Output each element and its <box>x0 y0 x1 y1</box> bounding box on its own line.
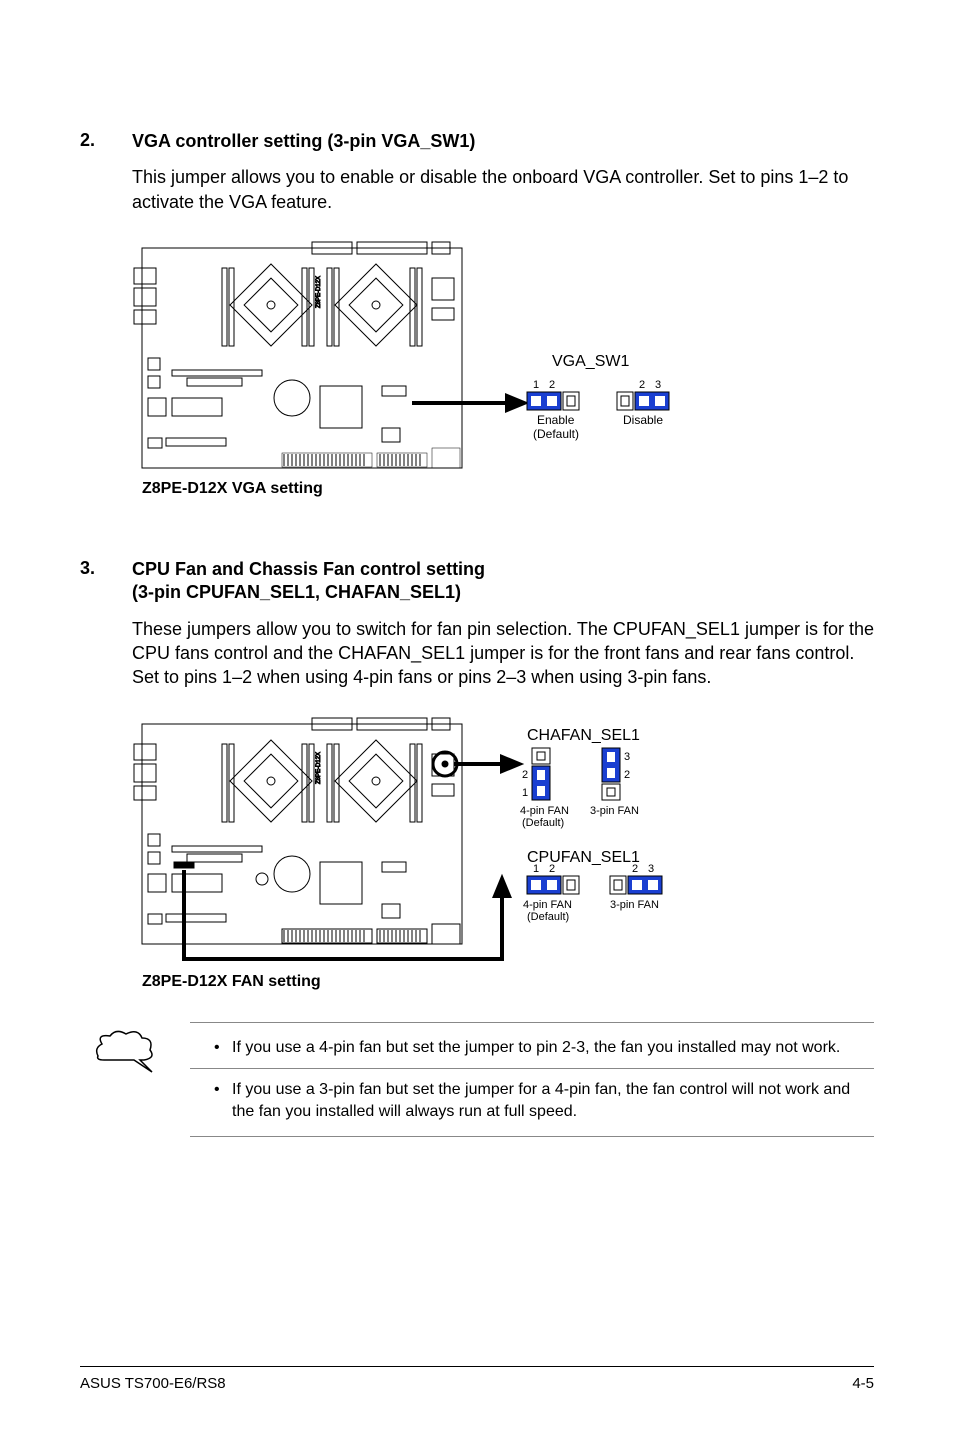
note-block: If you use a 4-pin fan but set the jumpe… <box>80 1022 874 1138</box>
section-title: CPU Fan and Chassis Fan control setting … <box>132 558 485 605</box>
svg-text:2: 2 <box>639 379 645 391</box>
svg-text:1: 1 <box>522 787 528 799</box>
diagram-caption: Z8PE-D12X FAN setting <box>142 973 321 990</box>
svg-text:1: 1 <box>533 863 539 875</box>
section-number: 3. <box>80 558 132 579</box>
note-item: If you use a 4-pin fan but set the jumpe… <box>214 1037 874 1059</box>
note-item: If you use a 3-pin fan but set the jumpe… <box>214 1079 874 1122</box>
svg-text:Enable: Enable <box>537 413 575 427</box>
svg-text:(Default): (Default) <box>522 817 564 829</box>
svg-text:2: 2 <box>624 769 630 781</box>
svg-text:Z8PE-D12X: Z8PE-D12X <box>316 752 322 784</box>
svg-text:(Default): (Default) <box>533 427 579 441</box>
svg-text:4-pin FAN: 4-pin FAN <box>520 805 569 817</box>
section-number: 2. <box>80 130 132 151</box>
page-footer: ASUS TS700-E6/RS8 4-5 <box>80 1366 874 1392</box>
section-title: VGA controller setting (3-pin VGA_SW1) <box>132 130 475 153</box>
svg-text:2: 2 <box>549 863 555 875</box>
svg-text:Disable: Disable <box>623 413 663 427</box>
section-body: This jumper allows you to enable or disa… <box>132 165 874 214</box>
svg-text:2: 2 <box>549 379 555 391</box>
fan-diagram: Z8PE-D12X <box>132 714 874 1004</box>
svg-text:CPUFAN_SEL1: CPUFAN_SEL1 <box>527 849 640 866</box>
svg-text:3: 3 <box>648 863 654 875</box>
svg-text:3-pin FAN: 3-pin FAN <box>610 899 659 911</box>
diagram-caption: Z8PE-D12X VGA setting <box>142 480 323 497</box>
svg-text:CHAFAN_SEL1: CHAFAN_SEL1 <box>527 727 640 744</box>
note-icon <box>80 1022 190 1081</box>
svg-text:1: 1 <box>533 379 539 391</box>
section-body: These jumpers allow you to switch for fa… <box>132 617 874 690</box>
svg-text:(Default): (Default) <box>527 911 569 923</box>
svg-text:2: 2 <box>632 863 638 875</box>
svg-text:3: 3 <box>624 751 630 763</box>
svg-text:Z8PE-D12X: Z8PE-D12X <box>316 276 322 308</box>
svg-text:3-pin FAN: 3-pin FAN <box>590 805 639 817</box>
footer-right: 4-5 <box>852 1375 874 1392</box>
svg-text:2: 2 <box>522 769 528 781</box>
footer-left: ASUS TS700-E6/RS8 <box>80 1375 226 1392</box>
svg-text:4-pin FAN: 4-pin FAN <box>523 899 572 911</box>
jumper-label: VGA_SW1 <box>552 353 629 370</box>
svg-text:3: 3 <box>655 379 661 391</box>
vga-diagram: Z8PE-D12X <box>132 238 874 508</box>
